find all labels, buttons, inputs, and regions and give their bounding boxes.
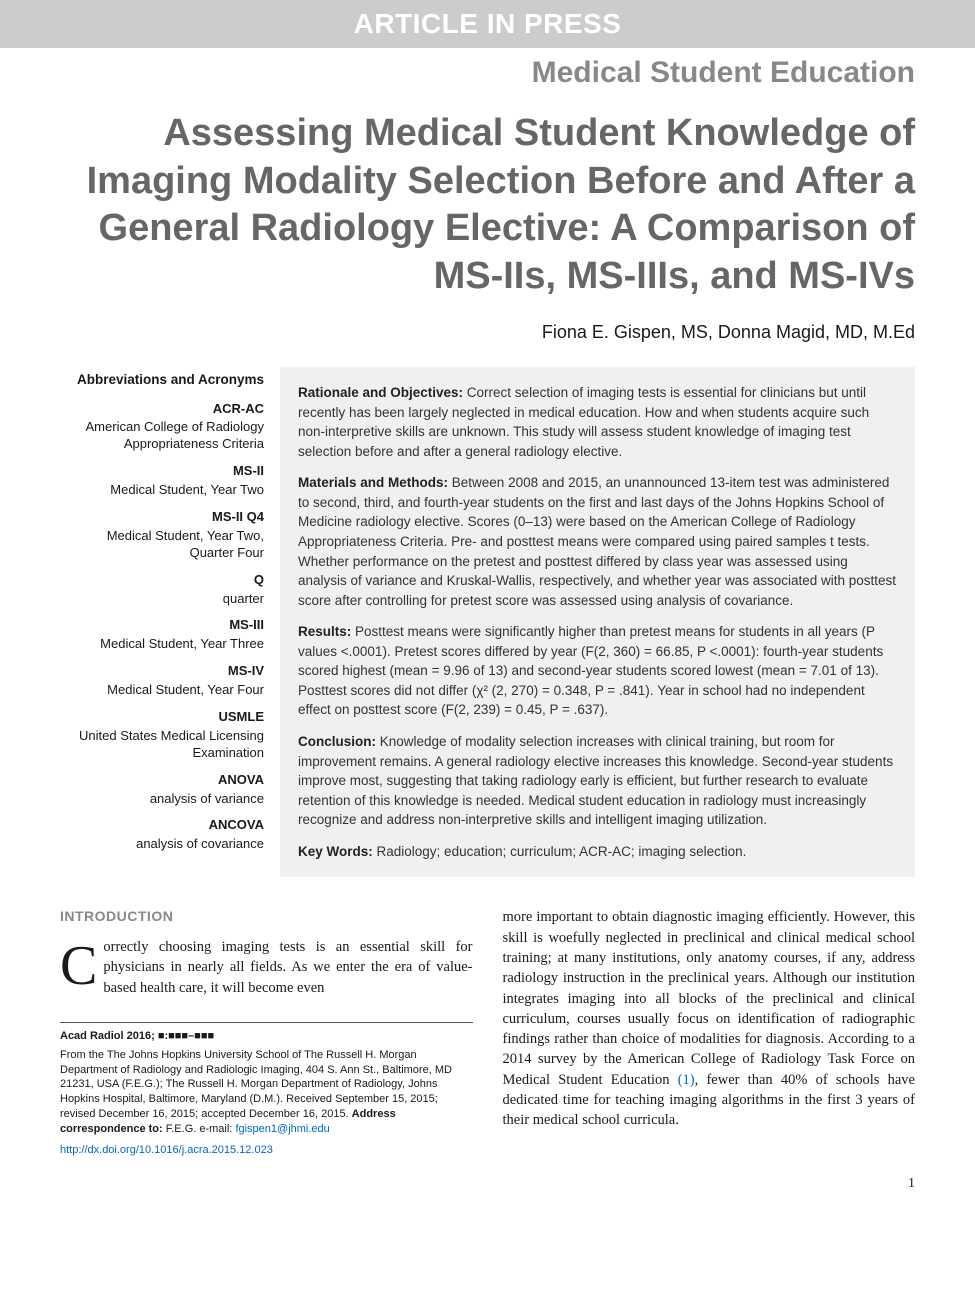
abbreviations-sidebar: Abbreviations and Acronyms ACR-AC Americ…: [60, 367, 280, 877]
abbrev-term: ANOVA: [60, 772, 264, 789]
section-label: Medical Student Education: [0, 48, 975, 104]
journal-citation: Acad Radiol 2016; ■:■■■–■■■: [60, 1029, 473, 1044]
introduction-heading: INTRODUCTION: [60, 907, 473, 927]
abbrev-expansion: American College of Radiology Appropriat…: [60, 419, 264, 453]
abbrev-expansion: Medical Student, Year Three: [60, 636, 264, 653]
authors: Fiona E. Gispen, MS, Donna Magid, MD, M.…: [0, 318, 975, 367]
intro-text: orrectly choosing imaging tests is an es…: [103, 939, 472, 996]
abbrev-expansion: United States Medical Licensing Examinat…: [60, 728, 264, 762]
abstract-keywords: Key Words: Radiology; education; curricu…: [298, 842, 897, 862]
abstract-results: Results: Posttest means were significant…: [298, 622, 897, 720]
affiliation-text: From the The Johns Hopkins University Sc…: [60, 1048, 473, 1137]
page-number: 1: [0, 1158, 975, 1204]
abstract-text: Posttest means were significantly higher…: [298, 624, 883, 717]
abstract-text: Knowledge of modality selection increase…: [298, 734, 893, 827]
article-in-press-banner: ARTICLE IN PRESS: [0, 0, 975, 48]
abbrev-term: ACR-AC: [60, 401, 264, 418]
abbrev-term: MS-II: [60, 463, 264, 480]
article-title: Assessing Medical Student Knowledge of I…: [0, 104, 975, 318]
sidebar-heading: Abbreviations and Acronyms: [60, 371, 264, 389]
abstract-conclusion: Conclusion: Knowledge of modality select…: [298, 732, 897, 830]
body-paragraph: more important to obtain diagnostic imag…: [503, 907, 916, 1130]
abbrev-term: MS-IV: [60, 663, 264, 680]
abbrev-expansion: quarter: [60, 591, 264, 608]
column-right: more important to obtain diagnostic imag…: [503, 907, 916, 1157]
abstract-text: Radiology; education; curriculum; ACR-AC…: [373, 844, 747, 859]
meta-row: Abbreviations and Acronyms ACR-AC Americ…: [0, 367, 975, 877]
intro-paragraph: Correctly choosing imaging tests is an e…: [60, 937, 473, 998]
abbrev-term: MS-III: [60, 617, 264, 634]
abbrev-expansion: analysis of variance: [60, 791, 264, 808]
abbrev-expansion: Medical Student, Year Two: [60, 482, 264, 499]
abstract-head: Materials and Methods:: [298, 475, 448, 490]
column-left: INTRODUCTION Correctly choosing imaging …: [60, 907, 473, 1157]
doi-link[interactable]: http://dx.doi.org/10.1016/j.acra.2015.12…: [60, 1144, 273, 1156]
reference-link[interactable]: (1): [678, 1072, 695, 1088]
footer-block: Acad Radiol 2016; ■:■■■–■■■ From the The…: [60, 1022, 473, 1158]
abstract-text: Between 2008 and 2015, an unannounced 13…: [298, 475, 896, 607]
abstract-head: Conclusion:: [298, 734, 376, 749]
abbrev-expansion: Medical Student, Year Four: [60, 682, 264, 699]
abstract-rationale: Rationale and Objectives: Correct select…: [298, 383, 897, 461]
body-columns: INTRODUCTION Correctly choosing imaging …: [0, 877, 975, 1157]
abbrev-term: MS-II Q4: [60, 509, 264, 526]
abstract-head: Results:: [298, 624, 351, 639]
abbrev-expansion: analysis of covariance: [60, 836, 264, 853]
abbrev-term: Q: [60, 572, 264, 589]
abbrev-term: USMLE: [60, 709, 264, 726]
abbrev-expansion: Medical Student, Year Two, Quarter Four: [60, 528, 264, 562]
abstract-head: Rationale and Objectives:: [298, 385, 463, 400]
author-email-link[interactable]: fgispen1@jhmi.edu: [235, 1123, 329, 1135]
abbrev-term: ANCOVA: [60, 817, 264, 834]
dropcap: C: [60, 937, 103, 991]
abstract-box: Rationale and Objectives: Correct select…: [280, 367, 915, 877]
abstract-methods: Materials and Methods: Between 2008 and …: [298, 473, 897, 610]
abstract-head: Key Words:: [298, 844, 373, 859]
